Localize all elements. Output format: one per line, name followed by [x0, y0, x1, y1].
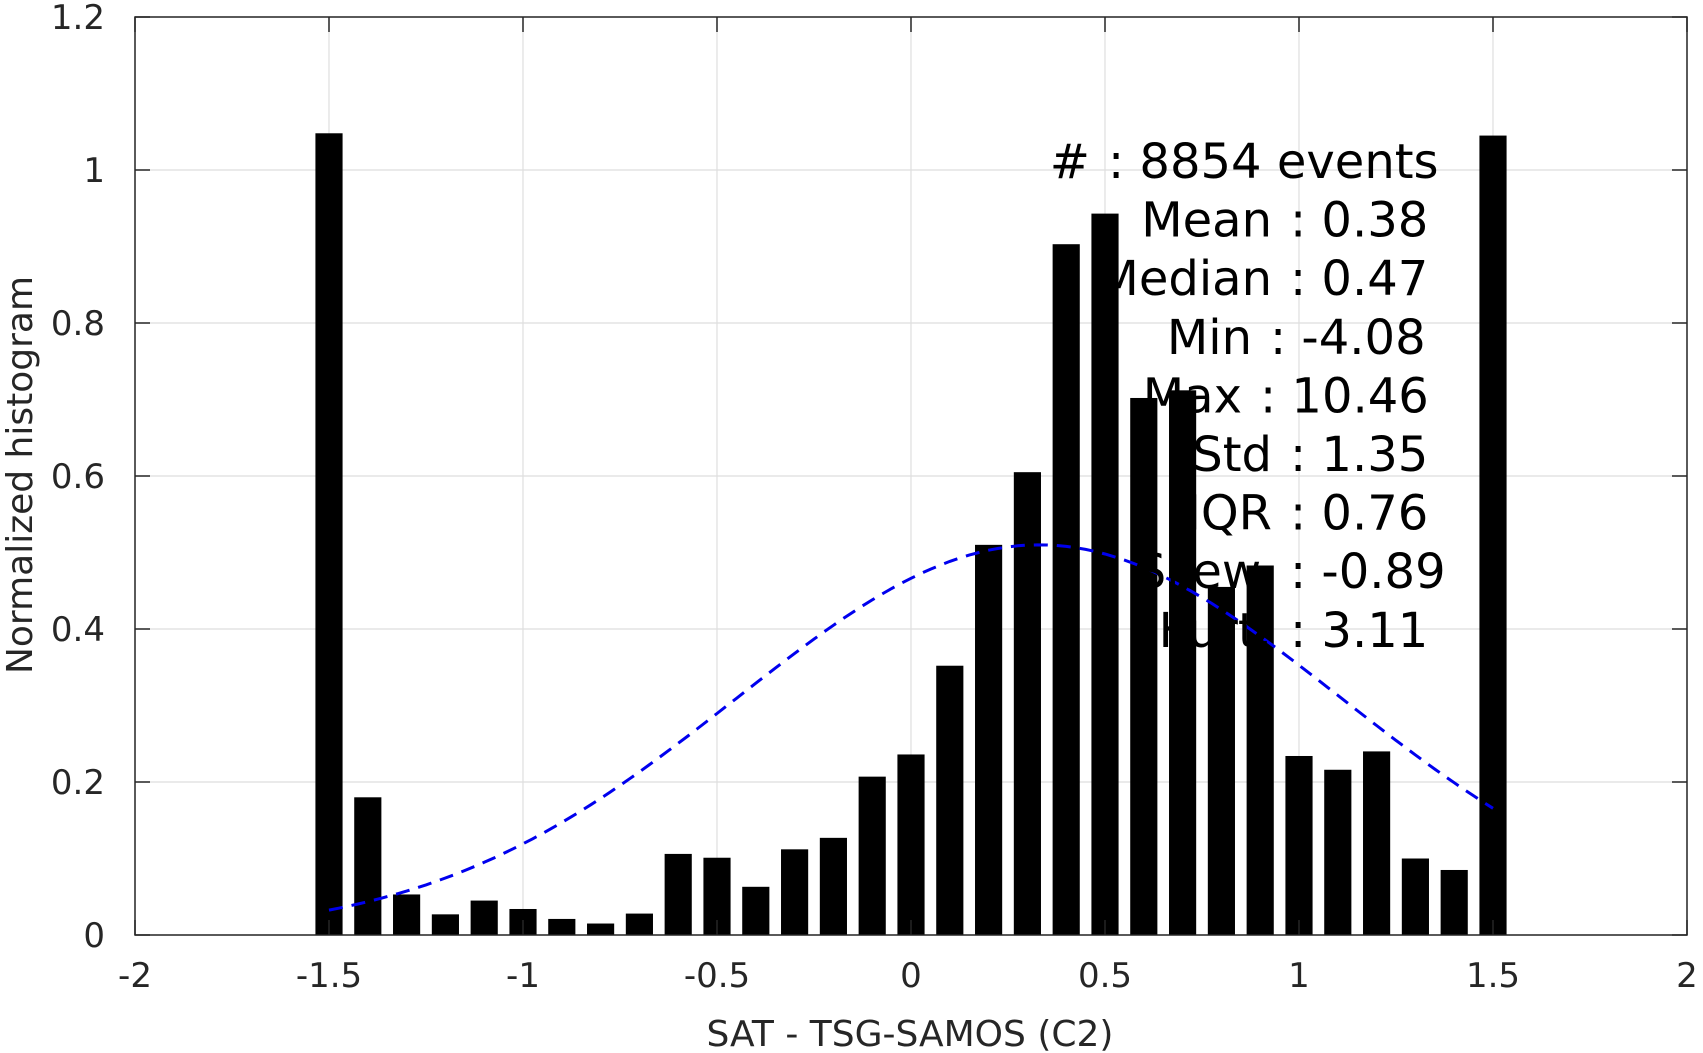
x-tick-label: -1	[506, 956, 540, 996]
histogram-bar	[1091, 213, 1119, 936]
histogram-bar	[354, 797, 382, 935]
histogram-bar	[548, 918, 576, 935]
stat-value: : 1.35	[1290, 427, 1428, 483]
histogram-bar	[1479, 135, 1507, 935]
histogram-bar	[1285, 755, 1313, 935]
histogram-bar	[1440, 869, 1468, 935]
stat-label: Std	[1192, 427, 1272, 483]
y-tick-label: 0.8	[51, 304, 105, 344]
stat-label: Kurt.	[1159, 603, 1272, 659]
x-tick-label: -1.5	[296, 956, 362, 996]
histogram-bar	[431, 914, 459, 935]
y-tick-label: 1	[83, 151, 105, 191]
histogram-bar	[897, 754, 925, 935]
stat-value: : 10.46	[1260, 368, 1429, 424]
x-tick-label: 0.5	[1078, 956, 1132, 996]
bars	[315, 133, 1507, 936]
histogram-bar	[1052, 244, 1080, 935]
x-tick-label: 1.5	[1466, 956, 1520, 996]
histogram-bar	[1207, 586, 1235, 935]
histogram-bar	[742, 886, 770, 935]
histogram-bar	[587, 923, 615, 935]
x-tick-label: -2	[118, 956, 152, 996]
x-tick-label: -0.5	[684, 956, 750, 996]
stat-value: : 3.11	[1290, 603, 1428, 659]
stat-value: : 8854 events	[1108, 134, 1439, 190]
histogram-bar	[975, 544, 1003, 935]
x-tick-label: 2	[1676, 956, 1698, 996]
stat-label: Mean	[1141, 193, 1272, 249]
stat-value: : -0.89	[1290, 544, 1446, 600]
x-tick-label: 0	[900, 956, 922, 996]
stat-label: Median	[1097, 251, 1272, 307]
histogram-bar	[1169, 390, 1197, 935]
stat-value: : 0.47	[1290, 251, 1428, 307]
y-tick-labels: 0 0.2 0.4 0.6 0.8 1 1.2	[51, 0, 105, 956]
stat-label: Max	[1143, 368, 1242, 424]
y-tick-label: 0	[83, 916, 105, 956]
y-tick-label: 0.4	[51, 610, 105, 650]
histogram-bar	[1401, 858, 1429, 935]
x-axis-title: SAT - TSG-SAMOS (C2)	[707, 1014, 1114, 1053]
y-tick-label: 0.6	[51, 457, 105, 497]
histogram-bar	[819, 837, 847, 935]
stat-label: Skew.	[1136, 544, 1272, 600]
histogram-bar	[936, 665, 964, 935]
histogram-bar	[393, 894, 421, 935]
histogram-bar	[1363, 751, 1391, 935]
stat-label: IQR	[1187, 486, 1272, 542]
y-tick-label: 0.2	[51, 763, 105, 803]
histogram-bar	[625, 913, 653, 935]
x-tick-label: 1	[1288, 956, 1310, 996]
histogram-bar	[1130, 397, 1158, 936]
histogram-bar	[664, 853, 692, 935]
stat-label: #	[1050, 134, 1090, 190]
histogram-bar	[1324, 769, 1352, 935]
y-tick-label: 1.2	[51, 0, 105, 38]
stat-label: Min	[1167, 310, 1252, 366]
histogram-bar	[1013, 472, 1041, 935]
histogram-bar	[781, 849, 809, 935]
histogram-bar	[1246, 565, 1274, 935]
histogram-bar	[315, 133, 343, 935]
histogram-bar	[470, 900, 498, 935]
stat-value: : 0.38	[1290, 193, 1428, 249]
y-axis-title: Normalized histogram	[0, 276, 41, 674]
axis-ticks	[134, 16, 1688, 936]
stat-value: : 0.76	[1290, 486, 1428, 542]
histogram-bar	[858, 776, 886, 935]
x-tick-labels: -2 -1.5 -1 -0.5 0 0.5 1 1.5 2	[118, 956, 1698, 996]
stat-value: : -4.08	[1270, 310, 1426, 366]
normal-fit-curve	[328, 543, 1494, 912]
